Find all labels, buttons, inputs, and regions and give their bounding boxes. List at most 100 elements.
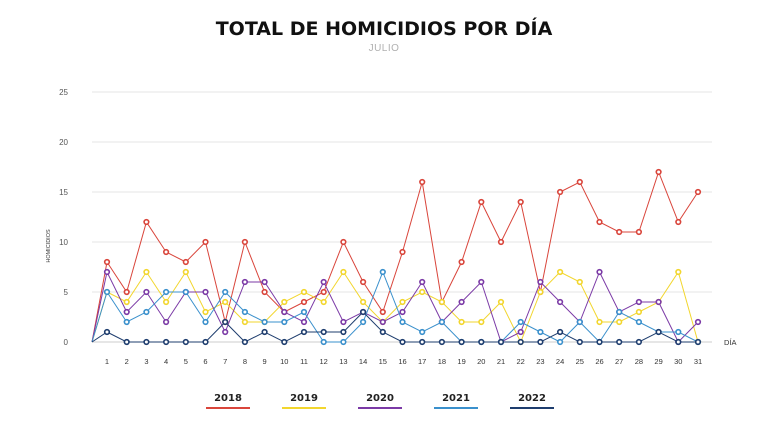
data-point-2022: [143, 338, 150, 346]
data-point-2019: [202, 308, 209, 316]
data-point-2021: [517, 318, 524, 326]
data-point-2018: [241, 238, 248, 246]
data-point-2018: [635, 228, 643, 236]
data-point-2021: [300, 308, 308, 316]
data-point-2021: [360, 318, 367, 326]
chart-title: TOTAL DE HOMICIDIOS POR DÍA: [215, 18, 553, 40]
data-point-2020: [458, 298, 465, 306]
data-point-2020: [655, 298, 662, 306]
data-point-2022: [596, 338, 603, 346]
data-point-2020: [143, 288, 150, 296]
data-point-2019: [163, 298, 170, 306]
data-point-2022: [438, 338, 446, 346]
data-point-2021: [281, 318, 288, 326]
y-tick-label: 20: [59, 138, 68, 147]
data-point-2022: [241, 338, 248, 346]
x-tick-label: 18: [438, 357, 446, 366]
data-point-2018: [675, 218, 682, 226]
data-point-2022: [281, 338, 288, 346]
data-point-2022: [379, 328, 386, 336]
data-point-2021: [320, 338, 327, 346]
legend-label-2019: 2019: [290, 393, 318, 404]
data-point-2022: [635, 338, 643, 346]
data-point-2020: [694, 318, 702, 326]
data-point-2018: [202, 238, 209, 246]
data-point-2020: [281, 308, 288, 316]
data-point-2021: [163, 288, 170, 296]
x-tick-label: 10: [280, 357, 288, 366]
legend-label-2022: 2022: [518, 393, 546, 404]
data-point-2019: [241, 318, 248, 326]
y-tick-label: 15: [59, 188, 68, 197]
data-point-2022: [616, 338, 623, 346]
data-point-2020: [419, 278, 426, 286]
data-point-2020: [163, 318, 170, 326]
x-tick-label: 23: [536, 357, 544, 366]
data-point-2020: [222, 328, 229, 336]
data-point-2022: [399, 338, 406, 346]
x-tick-label: 31: [694, 357, 702, 366]
data-point-2018: [458, 258, 465, 266]
data-point-2022: [694, 338, 702, 346]
x-tick-label: 11: [300, 357, 308, 366]
data-point-2022: [300, 328, 308, 336]
data-point-2022: [163, 338, 170, 346]
data-point-2021: [143, 308, 150, 316]
x-tick-label: 20: [477, 357, 485, 366]
data-point-2021: [675, 328, 682, 336]
data-point-2018: [182, 258, 189, 266]
data-point-2018: [556, 188, 564, 196]
x-tick-label: 26: [595, 357, 603, 366]
data-point-2022: [537, 338, 544, 346]
data-point-2020: [202, 288, 209, 296]
data-point-2019: [281, 298, 288, 306]
data-point-2020: [556, 298, 564, 306]
data-point-2019: [222, 298, 229, 306]
x-tick-label: 5: [184, 357, 188, 366]
data-point-2021: [616, 308, 623, 316]
data-point-2018: [340, 238, 347, 246]
data-point-2020: [103, 268, 111, 276]
x-tick-label: 21: [497, 357, 505, 366]
data-point-2021: [379, 268, 386, 276]
x-tick-label: 25: [576, 357, 584, 366]
x-tick-label: 28: [635, 357, 643, 366]
data-point-2022: [458, 338, 465, 346]
x-tick-label: 3: [144, 357, 148, 366]
data-point-2021: [340, 338, 347, 346]
data-point-2022: [517, 338, 524, 346]
data-point-2021: [261, 318, 268, 326]
data-point-2018: [379, 308, 386, 316]
data-point-2021: [419, 328, 426, 336]
chart-subtitle: JULIO: [368, 43, 400, 54]
x-tick-label: 17: [418, 357, 426, 366]
x-axis-title: DÍA: [724, 338, 737, 347]
data-point-2020: [635, 298, 643, 306]
series-line-2019: [91, 270, 699, 344]
data-point-2018: [655, 168, 662, 176]
data-point-2019: [675, 268, 682, 276]
data-point-2018: [497, 238, 505, 246]
x-tick-label: 6: [203, 357, 207, 366]
data-point-2019: [360, 298, 367, 306]
data-point-2021: [241, 308, 248, 316]
data-point-2018: [163, 248, 170, 256]
data-point-2021: [202, 318, 209, 326]
data-point-2019: [182, 268, 189, 276]
series-line-2020: [91, 270, 699, 343]
data-point-2020: [517, 328, 524, 336]
x-tick-label: 9: [263, 357, 267, 366]
data-point-2019: [399, 298, 406, 306]
data-point-2022: [360, 308, 367, 316]
data-point-2019: [596, 318, 603, 326]
data-point-2022: [182, 338, 189, 346]
data-point-2022: [123, 338, 130, 346]
data-point-2020: [241, 278, 248, 286]
data-point-2021: [438, 318, 446, 326]
data-point-2018: [143, 218, 150, 226]
data-point-2022: [340, 328, 347, 336]
data-point-2022: [419, 338, 426, 346]
data-point-2020: [340, 318, 347, 326]
data-point-2019: [497, 298, 505, 306]
data-point-2019: [537, 288, 544, 296]
